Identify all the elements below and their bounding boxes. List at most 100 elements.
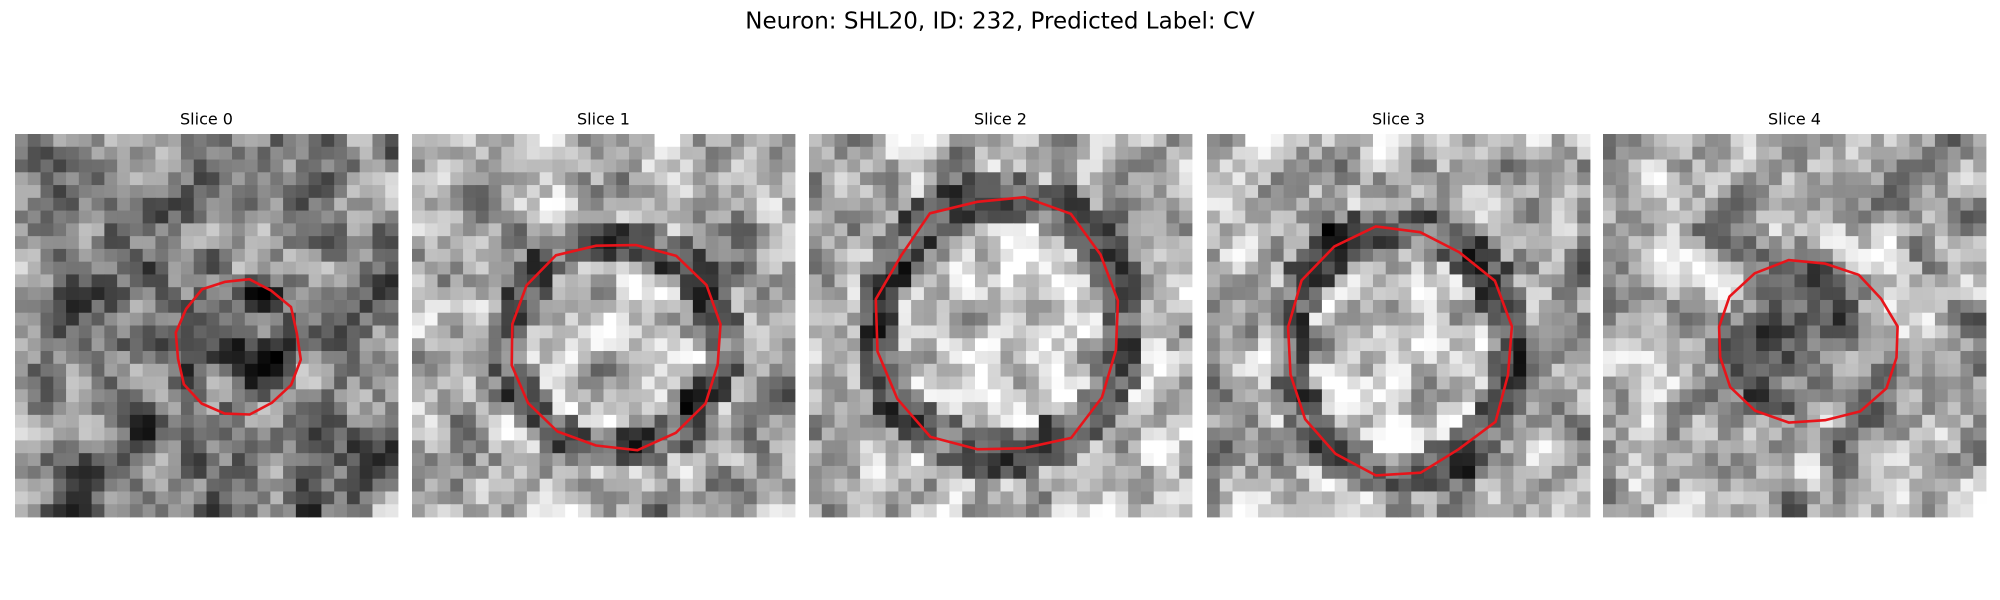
image-pixel — [1564, 325, 1578, 339]
image-pixel — [1038, 465, 1052, 480]
image-pixel — [962, 134, 976, 148]
image-pixel — [155, 504, 169, 518]
image-pixel — [463, 465, 477, 480]
image-pixel — [1153, 223, 1167, 237]
image-pixel — [898, 185, 912, 199]
image-pixel — [1089, 440, 1104, 454]
image-pixel — [1500, 172, 1514, 186]
image-pixel — [1832, 287, 1846, 301]
image-pixel — [321, 312, 335, 326]
image-pixel — [1871, 414, 1885, 429]
image-pixel — [1245, 274, 1259, 288]
image-pixel — [1973, 376, 1987, 390]
image-pixel — [424, 338, 438, 352]
image-pixel — [1628, 299, 1642, 314]
image-pixel — [412, 402, 426, 416]
image-pixel — [667, 376, 681, 390]
image-pixel — [1807, 376, 1821, 390]
image-pixel — [860, 402, 874, 416]
image-pixel — [1577, 478, 1591, 492]
image-pixel — [1258, 376, 1272, 390]
image-pixel — [1883, 159, 1898, 173]
image-pixel — [680, 159, 694, 173]
image-pixel — [577, 185, 592, 199]
image-pixel — [270, 504, 284, 518]
image-pixel — [257, 427, 271, 441]
image-pixel — [526, 491, 541, 505]
image-pixel — [232, 248, 246, 263]
image-pixel — [1166, 146, 1180, 160]
image-pixel — [1064, 274, 1078, 288]
image-pixel — [1140, 146, 1155, 160]
image-pixel — [603, 248, 617, 263]
image-pixel — [743, 402, 758, 416]
image-pixel — [1232, 351, 1246, 365]
image-pixel — [1692, 172, 1706, 186]
image-pixel — [705, 312, 719, 326]
image-pixel — [1321, 299, 1336, 314]
image-pixel — [1551, 440, 1565, 454]
image-pixel — [1398, 453, 1412, 467]
image-pixel — [437, 427, 451, 441]
image-pixel — [1411, 146, 1425, 160]
image-pixel — [949, 261, 963, 275]
image-pixel — [743, 338, 758, 352]
image-pixel — [809, 376, 823, 390]
image-pixel — [283, 236, 297, 250]
image-pixel — [334, 197, 348, 211]
image-pixel — [78, 287, 92, 301]
image-pixel — [1513, 389, 1527, 403]
image-pixel — [334, 402, 348, 416]
image-pixel — [936, 338, 950, 352]
image-pixel — [232, 197, 246, 211]
image-pixel — [257, 440, 271, 454]
image-pixel — [1038, 491, 1052, 505]
image-pixel — [577, 453, 592, 467]
image-pixel — [1000, 159, 1014, 173]
image-pixel — [257, 185, 271, 199]
image-pixel — [450, 299, 464, 314]
image-pixel — [1115, 465, 1129, 480]
image-pixel — [603, 134, 617, 148]
image-pixel — [1219, 338, 1233, 352]
image-pixel — [129, 236, 144, 250]
image-pixel — [1038, 453, 1052, 467]
image-pixel — [1654, 453, 1668, 467]
image-pixel — [565, 389, 579, 403]
image-pixel — [743, 248, 758, 263]
image-pixel — [629, 185, 643, 199]
image-pixel — [1934, 248, 1949, 263]
image-pixel — [1232, 325, 1246, 339]
image-pixel — [539, 185, 553, 199]
image-pixel — [1436, 351, 1450, 365]
image-pixel — [244, 299, 258, 314]
image-pixel — [1692, 376, 1706, 390]
image-pixel — [1309, 210, 1323, 224]
image-pixel — [475, 185, 489, 199]
image-pixel — [629, 504, 643, 518]
image-pixel — [1475, 223, 1489, 237]
image-pixel — [1321, 465, 1336, 480]
image-pixel — [1768, 159, 1783, 173]
image-pixel — [244, 338, 258, 352]
image-pixel — [974, 172, 989, 186]
image-pixel — [437, 478, 451, 492]
image-pixel — [424, 389, 438, 403]
image-pixel — [385, 338, 399, 352]
image-pixel — [244, 478, 258, 492]
image-pixel — [1934, 363, 1949, 377]
image-pixel — [1179, 210, 1193, 224]
image-pixel — [1309, 440, 1323, 454]
image-pixel — [987, 274, 1001, 288]
image-pixel — [424, 210, 438, 224]
image-pixel — [1807, 172, 1821, 186]
image-pixel — [860, 414, 874, 429]
image-pixel — [155, 427, 169, 441]
image-pixel — [1551, 248, 1565, 263]
image-pixel — [1922, 351, 1936, 365]
image-pixel — [974, 389, 989, 403]
image-pixel — [1372, 414, 1387, 429]
image-pixel — [1219, 440, 1233, 454]
image-pixel — [475, 478, 489, 492]
image-pixel — [1960, 389, 1974, 403]
